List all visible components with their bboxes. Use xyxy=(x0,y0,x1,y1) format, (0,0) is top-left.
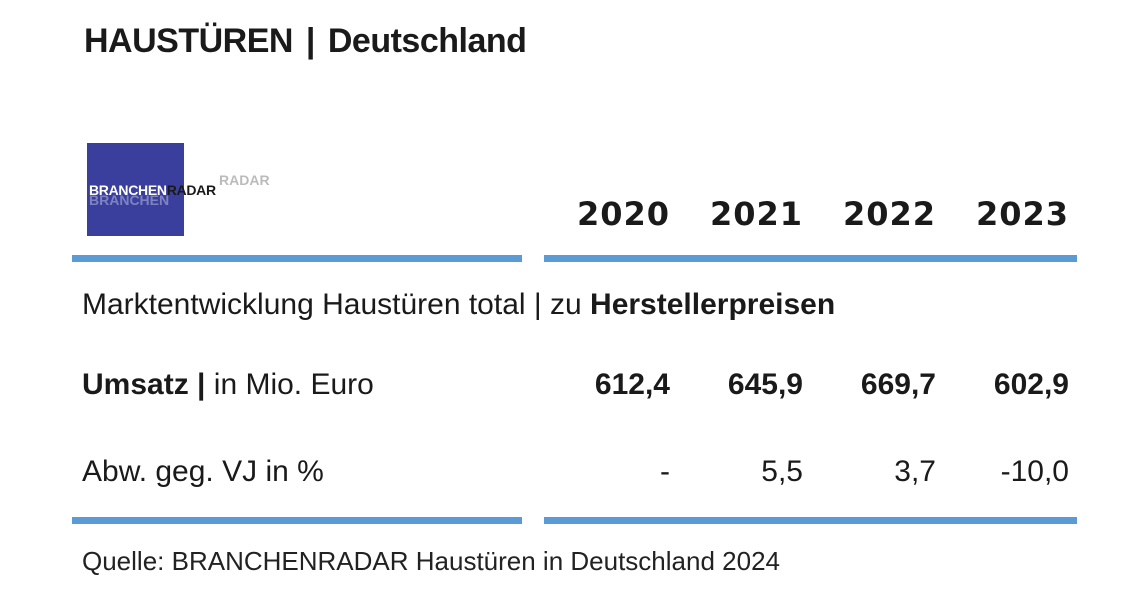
abw-2022: 3,7 xyxy=(894,455,936,488)
logo-wordmark: BRANCHENRADAR xyxy=(89,183,216,197)
row-label-abweichung: Abw. geg. VJ in % xyxy=(82,455,324,489)
logo-ghost-text-2: RADAR xyxy=(219,172,270,188)
title-main: HAUSTÜREN xyxy=(84,22,293,60)
subtitle-text: Marktentwicklung Haustüren total | zu xyxy=(82,288,591,321)
year-header-2020: 2020 xyxy=(576,195,670,233)
header-rule-left xyxy=(72,255,522,262)
logo-ghost-text: BRANCHEN xyxy=(89,192,170,208)
branchenradar-logo: BRANCHEN BRANCHENRADAR RADAR xyxy=(87,143,270,236)
abw-2020: - xyxy=(660,455,670,488)
subtitle-bold: Herstellerpreisen xyxy=(590,288,836,321)
year-header-2021: 2021 xyxy=(709,195,803,233)
logo-part1: BRANCHEN xyxy=(89,182,167,198)
year-header-2022: 2022 xyxy=(842,195,936,233)
umsatz-2021: 645,9 xyxy=(727,368,803,401)
umsatz-2022: 669,7 xyxy=(860,368,936,401)
abw-2023: -10,0 xyxy=(1000,455,1069,488)
footer-rule-left xyxy=(72,517,522,524)
umsatz-2023: 602,9 xyxy=(993,368,1069,401)
logo-part2: RADAR xyxy=(166,182,216,198)
umsatz-2020: 612,4 xyxy=(594,368,670,401)
title-region: Deutschland xyxy=(327,22,527,60)
row-label-rest: in Mio. Euro xyxy=(213,368,374,401)
source-note: Quelle: BRANCHENRADAR Haustüren in Deuts… xyxy=(82,546,780,576)
row-label-umsatz: Umsatz | in Mio. Euro xyxy=(82,368,374,402)
year-header-2023: 2023 xyxy=(975,195,1069,233)
abw-2021: 5,5 xyxy=(761,455,803,488)
footer-rule-right xyxy=(544,517,1077,524)
header-rule-right xyxy=(544,255,1077,262)
row-label-bold: Umsatz xyxy=(82,368,189,401)
table-subtitle: Marktentwicklung Haustüren total | zu He… xyxy=(82,288,835,322)
title-separator: | xyxy=(305,22,316,60)
page-title: HAUSTÜREN | Deutschland xyxy=(84,22,527,61)
row-label-rest: Abw. geg. VJ in % xyxy=(82,455,324,488)
row-label-sep: | xyxy=(188,368,214,401)
